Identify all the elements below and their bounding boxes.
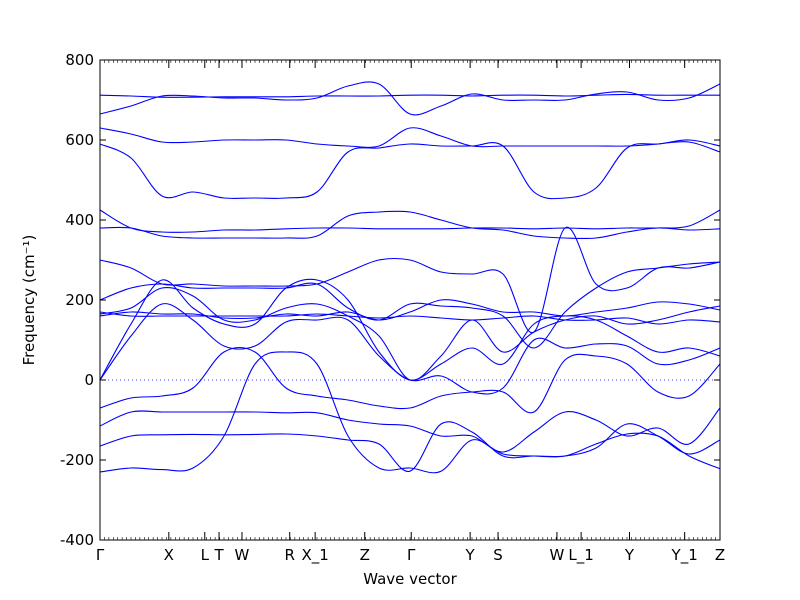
x-tick-label: Y_1	[671, 546, 698, 565]
band-line-8	[99, 311, 721, 325]
band-line-4	[99, 346, 721, 414]
x-tick-label: Γ	[96, 546, 105, 564]
y-tick-label: 200	[65, 291, 94, 309]
x-tick-label: W	[550, 546, 565, 564]
y-axis-title: Frequency (cm⁻¹)	[20, 235, 38, 366]
band-lines	[99, 81, 721, 474]
y-tick-label: 0	[84, 371, 94, 389]
x-tick-label: X_1	[301, 546, 328, 565]
x-axis-title: Wave vector	[363, 570, 457, 588]
y-axis: -400 -200 0 200 400 600 800	[60, 51, 720, 549]
band-line-16	[99, 81, 721, 116]
band-line-12	[99, 210, 721, 240]
y-tick-label: -200	[60, 451, 94, 469]
y-tick-label: 400	[65, 211, 94, 229]
x-tick-label: Γ	[407, 546, 416, 564]
y-tick-label: 600	[65, 131, 94, 149]
x-tick-label: X	[164, 546, 174, 564]
x-tick-label: L_1	[568, 546, 593, 565]
band-line-1	[99, 351, 721, 474]
band-line-3	[99, 407, 721, 453]
x-tick-label: R	[285, 546, 295, 564]
y-tick-label: -400	[60, 531, 94, 549]
x-tick-label: S	[493, 546, 503, 564]
band-line-15	[99, 127, 721, 148]
x-tick-label: Y	[624, 546, 635, 564]
x-tick-label: Z	[360, 546, 370, 564]
x-tick-label: Z	[715, 546, 725, 564]
band-line-7	[99, 287, 721, 381]
band-line-13	[99, 209, 721, 233]
x-tick-label: Y	[465, 546, 476, 564]
x-tick-label: W	[235, 546, 250, 564]
band-line-11	[99, 226, 721, 334]
y-tick-label: 800	[65, 51, 94, 69]
band-line-14	[99, 141, 721, 200]
band-line-17	[99, 93, 720, 98]
x-axis: Γ X L T W R X_1 Z Γ Y S W L_1 Y Y_1 Z	[96, 60, 725, 565]
x-tick-label: L	[201, 546, 210, 564]
band-line-2	[99, 421, 721, 472]
band-line-9	[99, 299, 721, 321]
band-line-10	[99, 261, 721, 349]
x-tick-label: T	[213, 546, 224, 564]
plot-frame	[99, 59, 721, 541]
